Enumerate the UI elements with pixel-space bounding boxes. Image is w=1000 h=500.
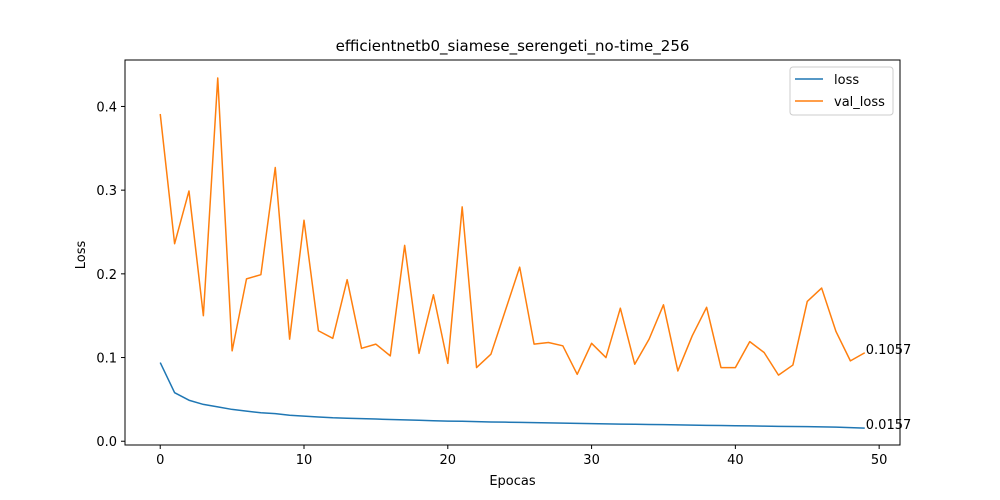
legend-label-val_loss: val_loss: [834, 95, 885, 110]
y-tick-label: 0.2: [96, 268, 117, 283]
x-tick-label: 20: [440, 453, 457, 468]
axes-frame: [124, 59, 901, 446]
y-tick-label: 0.0: [96, 435, 117, 450]
plot-area: 0.0157 0.1057 0 10 20 30 40 50 0.0 0.1 0.2 0.3 0.4: [96, 59, 912, 468]
x-axis-label: Epocas: [489, 474, 536, 489]
x-tick-label: 30: [583, 453, 600, 468]
chart-title: efficientnetb0_siamese_serengeti_no-time…: [336, 37, 690, 56]
x-tick-label: 50: [871, 453, 888, 468]
x-tick-label: 0: [156, 453, 164, 468]
y-tick-label: 0.3: [96, 184, 117, 199]
legend-label-loss: loss: [834, 73, 859, 88]
series-line-val_loss: [159, 77, 866, 376]
y-axis-label: Loss: [74, 241, 89, 270]
end-label-val_loss: 0.1057: [866, 343, 912, 358]
x-tick-label: 10: [296, 453, 313, 468]
legend: loss val_loss: [789, 66, 894, 116]
y-tick-label: 0.1: [96, 352, 117, 367]
x-tick-label: 40: [727, 453, 744, 468]
end-label-loss: 0.0157: [866, 418, 912, 433]
y-tick-label: 0.4: [96, 100, 117, 115]
series-line-loss: [159, 362, 865, 429]
